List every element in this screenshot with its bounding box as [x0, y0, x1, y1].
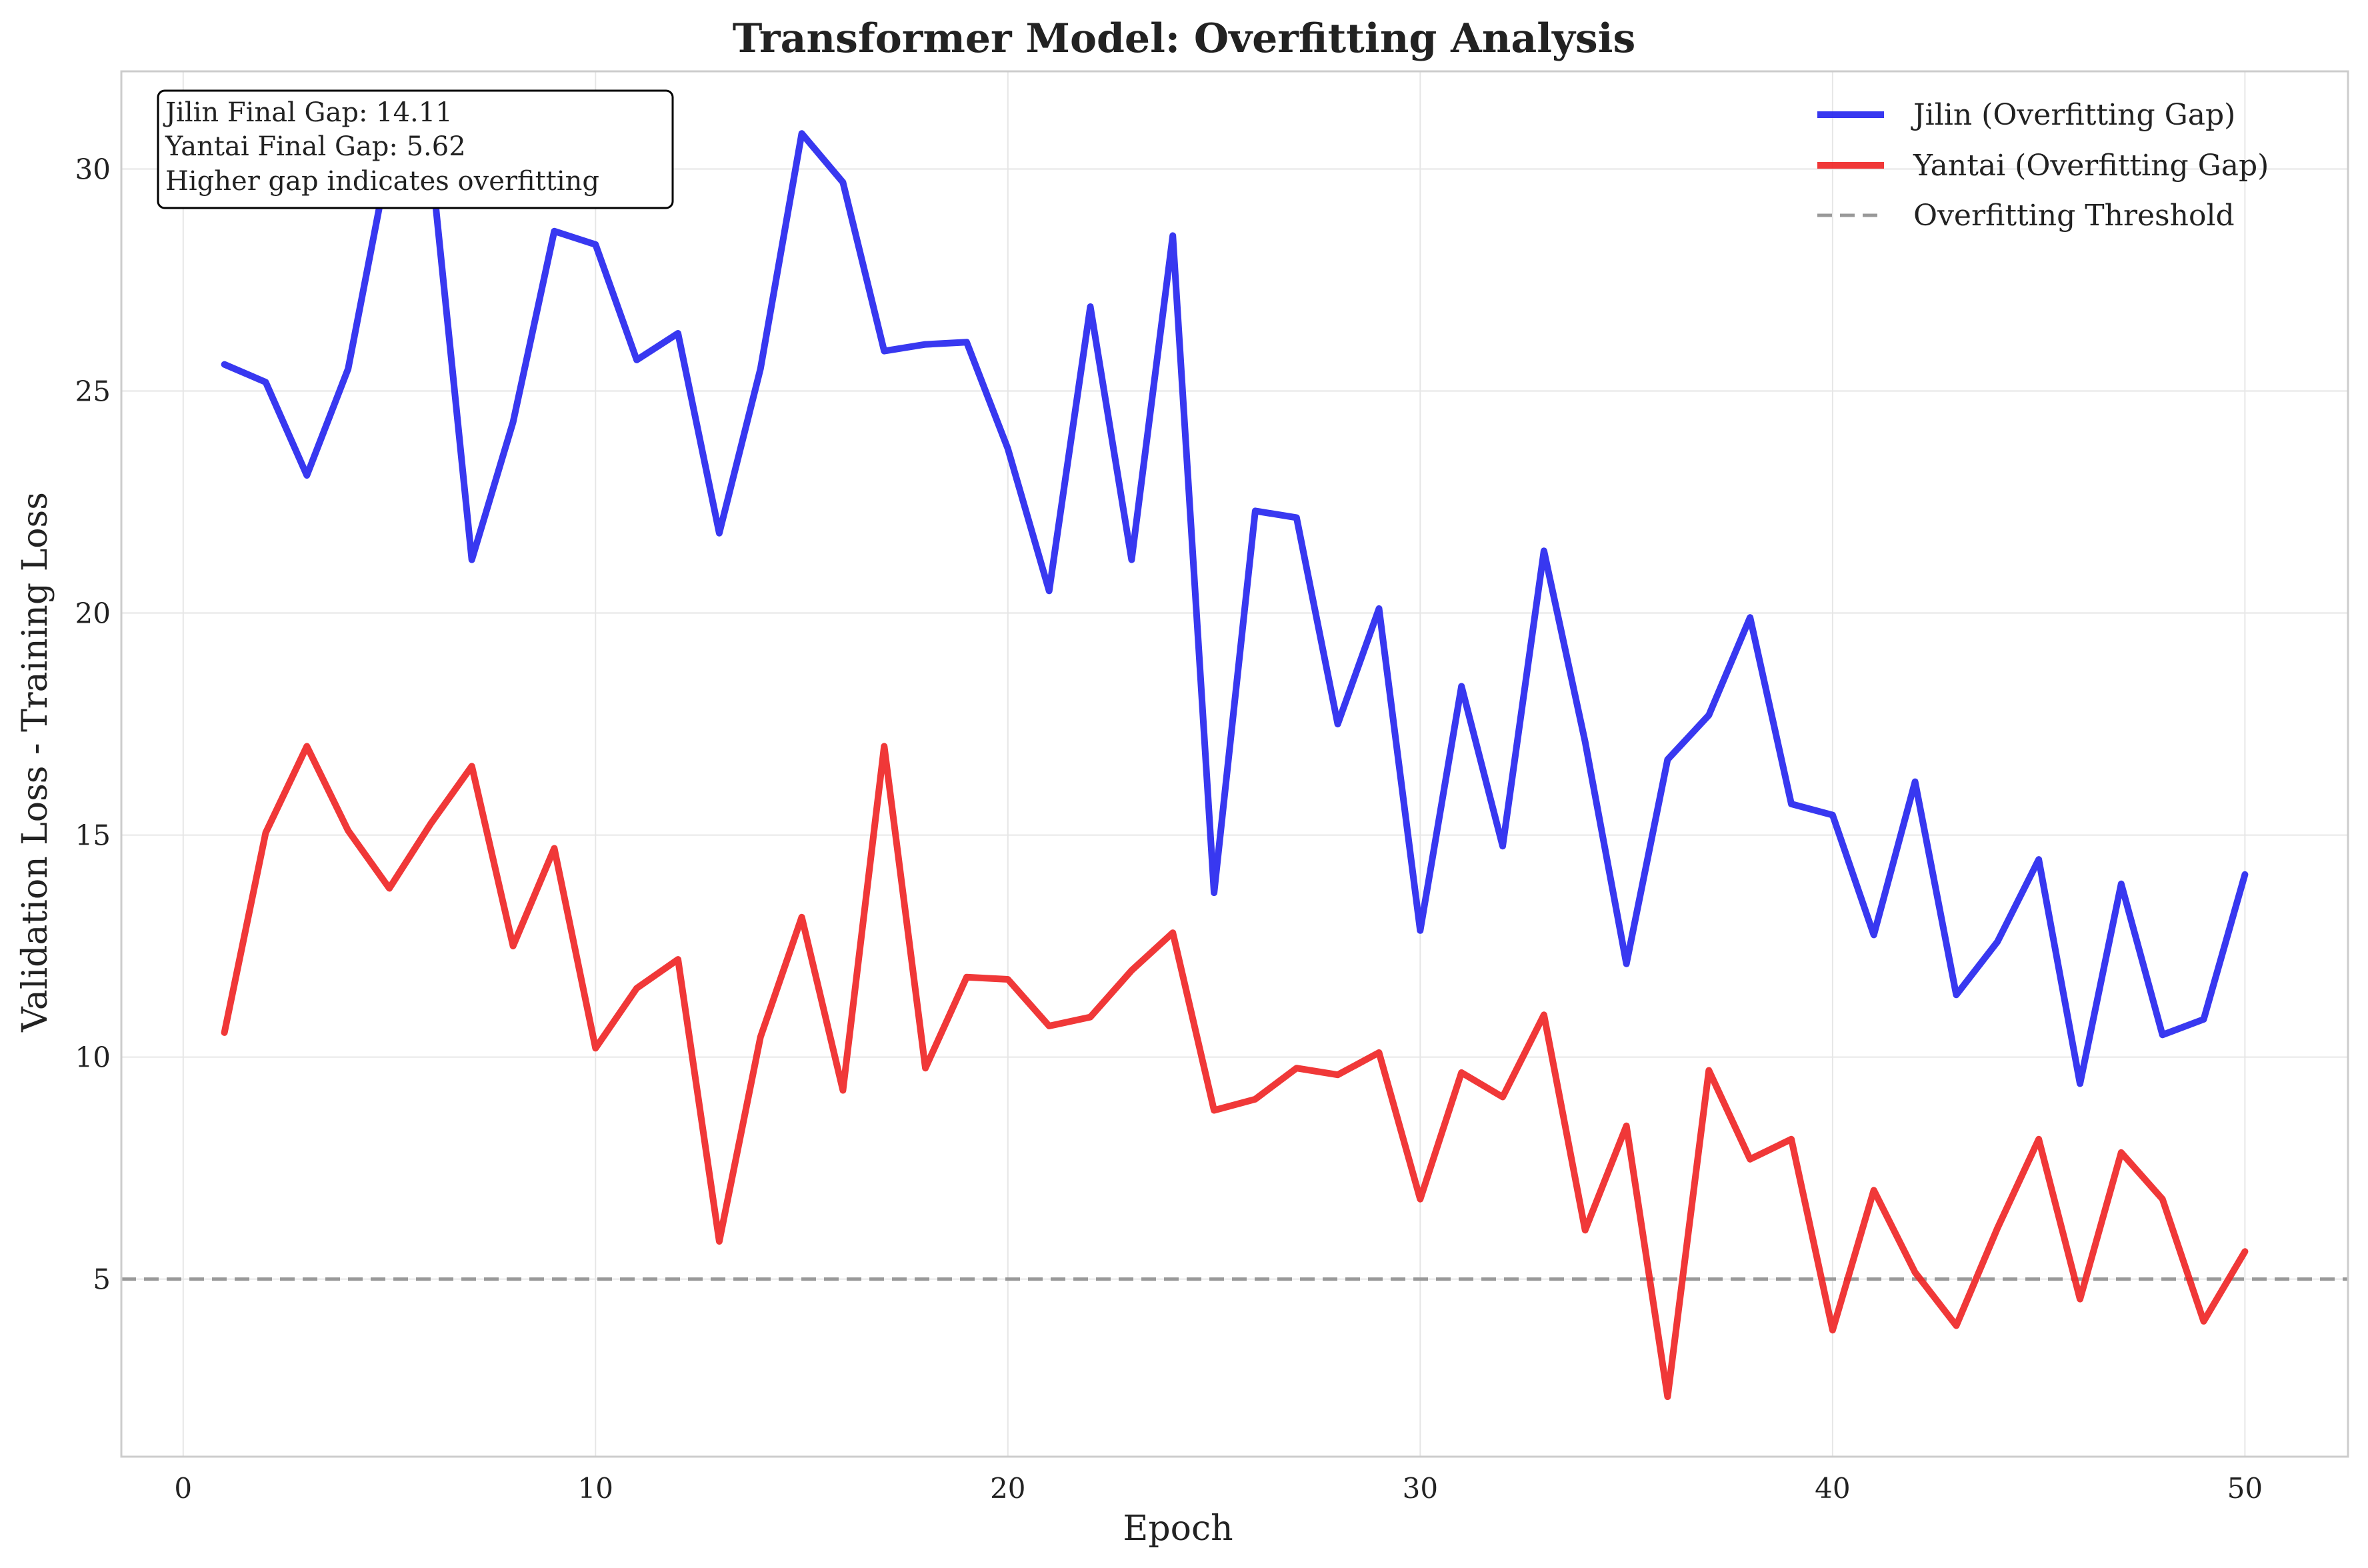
y-tick-label: 30	[75, 153, 111, 186]
annotation-frame	[157, 89, 674, 209]
y-tick-label: 20	[75, 597, 111, 630]
x-tick-label: 0	[174, 1472, 192, 1505]
series-layer	[221, 130, 2249, 1401]
y-axis-label: Validation Loss - Training Loss	[15, 492, 55, 1033]
y-tick-label: 10	[75, 1041, 111, 1074]
legend: Jilin (Overfitting Gap) Yantai (Overfitt…	[1817, 98, 2269, 233]
y-tick-label: 25	[75, 375, 111, 408]
series-line-yantai	[221, 743, 2249, 1401]
legend-label-jilin: Jilin (Overfitting Gap)	[1911, 98, 2235, 132]
chart-title: Transformer Model: Overfitting Analysis	[733, 15, 1635, 62]
x-tick-label: 30	[1403, 1472, 1438, 1505]
plot-frame	[120, 70, 2349, 1458]
annotation-box: Jilin Final Gap: 14.11 Yantai Final Gap:…	[157, 89, 674, 209]
x-tick-label: 10	[578, 1472, 613, 1505]
annotation-line-note: Higher gap indicates overfitting	[165, 166, 599, 197]
tick-labels: 0 10 20 30 40 50 5 10 15 20 25 30	[75, 153, 2263, 1505]
series-line-jilin	[221, 130, 2249, 1087]
y-tick-label: 15	[75, 819, 111, 852]
y-tick-label: 5	[93, 1263, 111, 1296]
annotation-line-jilin: Jilin Final Gap: 14.11	[163, 97, 453, 128]
legend-label-threshold: Overfitting Threshold	[1913, 199, 2235, 233]
x-axis-label: Epoch	[1123, 1509, 1233, 1549]
legend-label-yantai: Yantai (Overfitting Gap)	[1913, 149, 2269, 183]
x-tick-label: 20	[990, 1472, 1025, 1505]
x-tick-label: 50	[2227, 1472, 2263, 1505]
x-tick-label: 40	[1815, 1472, 1850, 1505]
annotation-line-yantai: Yantai Final Gap: 5.62	[165, 131, 466, 162]
